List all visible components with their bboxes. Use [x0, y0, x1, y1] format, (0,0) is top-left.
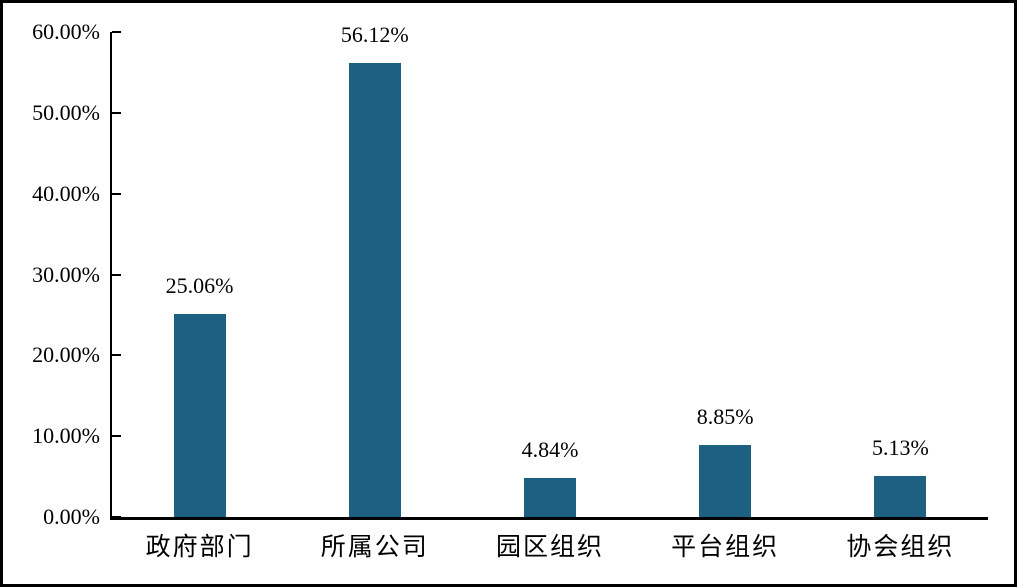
- x-category-label: 政府部门: [145, 534, 254, 561]
- bar-value-label: 4.84%: [521, 436, 579, 462]
- bar: [173, 314, 226, 517]
- y-tick-label: 10.00%: [32, 423, 100, 449]
- y-tick-label: 40.00%: [32, 180, 100, 206]
- bar: [874, 475, 927, 517]
- bar: [348, 63, 401, 517]
- y-axis-labels: 0.00% 10.00% 20.00% 30.00% 40.00% 50.00% 60.00…: [3, 20, 100, 529]
- bar-value-label: 5.13%: [871, 434, 929, 460]
- y-tick-label: 20.00%: [32, 342, 100, 368]
- y-tick-mark: [112, 111, 121, 114]
- y-tick-mark: [112, 435, 121, 438]
- x-axis-labels: 政府部门 所属公司 园区组织 平台组织 协会组织: [112, 520, 988, 580]
- y-tick-mark: [112, 31, 121, 33]
- y-tick-label: 30.00%: [32, 261, 100, 287]
- y-tick-label: 50.00%: [32, 99, 100, 125]
- bar: [524, 477, 576, 517]
- bar-value-label: 56.12%: [340, 22, 409, 48]
- y-tick-mark: [112, 273, 121, 276]
- y-tick-mark: [112, 516, 121, 518]
- plot-area: 25.06% 56.12% 4.84% 8.85% 5.13%: [110, 23, 988, 520]
- bar: [699, 445, 752, 517]
- x-category-label: 所属公司: [320, 534, 429, 561]
- x-category-label: 平台组织: [671, 534, 780, 561]
- y-tick-mark: [112, 192, 121, 195]
- x-category-label: 园区组织: [495, 534, 604, 561]
- y-tick-mark: [112, 354, 121, 357]
- bar-value-label: 25.06%: [165, 273, 234, 299]
- bar-value-label: 8.85%: [696, 404, 754, 430]
- y-tick-label: 0.00%: [43, 504, 100, 529]
- y-tick-label: 60.00%: [32, 19, 100, 44]
- x-category-label: 协会组织: [846, 534, 955, 561]
